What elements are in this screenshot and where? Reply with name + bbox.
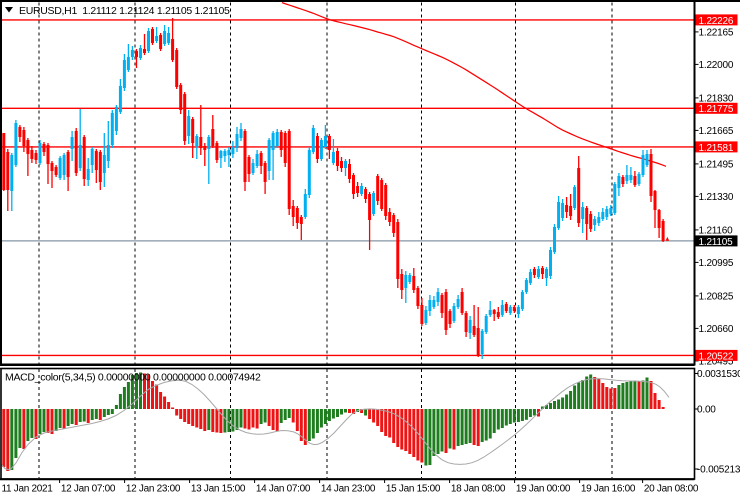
svg-text:1.21105: 1.21105 bbox=[699, 237, 734, 248]
svg-text:1.21830: 1.21830 bbox=[699, 94, 734, 105]
svg-text:18 Jan 08:00: 18 Jan 08:00 bbox=[451, 484, 506, 495]
svg-text:19 Jan 00:00: 19 Jan 00:00 bbox=[516, 484, 571, 495]
svg-text:1.20825: 1.20825 bbox=[699, 292, 734, 303]
svg-text:-0.0052130: -0.0052130 bbox=[697, 465, 740, 476]
svg-text:1.22165: 1.22165 bbox=[699, 28, 734, 39]
svg-text:20 Jan 08:00: 20 Jan 08:00 bbox=[644, 484, 699, 495]
svg-text:1.22000: 1.22000 bbox=[699, 60, 734, 71]
svg-text:12 Jan 07:00: 12 Jan 07:00 bbox=[61, 484, 116, 495]
svg-text:1.20660: 1.20660 bbox=[699, 324, 734, 335]
svg-text:13 Jan 15:00: 13 Jan 15:00 bbox=[191, 484, 246, 495]
svg-text:1.20995: 1.20995 bbox=[699, 258, 734, 269]
svg-text:1.21581: 1.21581 bbox=[699, 143, 734, 154]
svg-text:1.20495: 1.20495 bbox=[699, 357, 734, 368]
svg-text:19 Jan 16:00: 19 Jan 16:00 bbox=[581, 484, 636, 495]
svg-text:0.0031530: 0.0031530 bbox=[697, 369, 740, 380]
svg-text:14 Jan 23:00: 14 Jan 23:00 bbox=[321, 484, 376, 495]
svg-text:0.00: 0.00 bbox=[697, 405, 716, 416]
svg-text:1.21665: 1.21665 bbox=[699, 126, 734, 137]
svg-text:12 Jan 23:00: 12 Jan 23:00 bbox=[126, 484, 181, 495]
svg-text:1.22226: 1.22226 bbox=[699, 16, 734, 27]
svg-text:15 Jan 15:00: 15 Jan 15:00 bbox=[386, 484, 441, 495]
svg-text:1.21160: 1.21160 bbox=[699, 226, 734, 237]
svg-text:MACD_color(5,34,5) 0.00000000: MACD_color(5,34,5) 0.00000000 0.00000000… bbox=[5, 372, 261, 384]
svg-text:1.21775: 1.21775 bbox=[699, 104, 734, 115]
svg-text:EURUSD,H1 1.21112 1.21124 1.2: EURUSD,H1 1.21112 1.21124 1.21105 1.2110… bbox=[19, 5, 230, 17]
svg-text:1.21330: 1.21330 bbox=[699, 192, 734, 203]
svg-text:1.21495: 1.21495 bbox=[699, 160, 734, 171]
svg-text:1.20522: 1.20522 bbox=[699, 351, 734, 362]
svg-text:11 Jan 2021: 11 Jan 2021 bbox=[1, 484, 53, 495]
svg-text:14 Jan 07:00: 14 Jan 07:00 bbox=[256, 484, 311, 495]
